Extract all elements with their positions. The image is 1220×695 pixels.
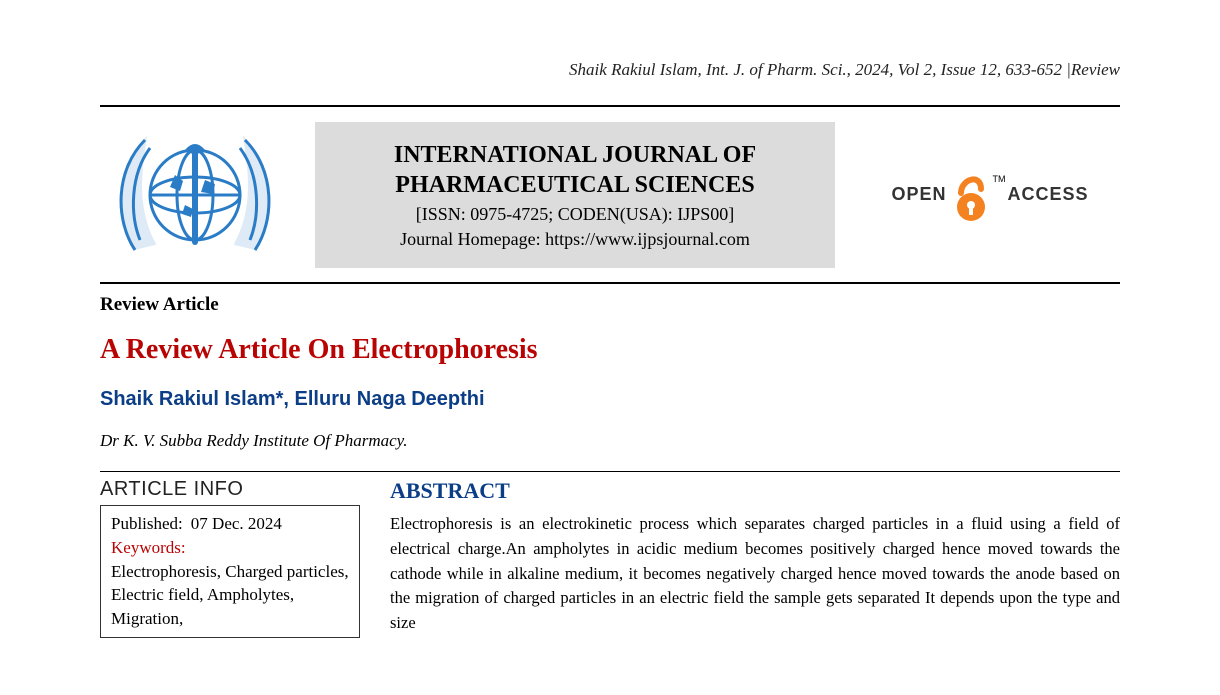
abstract-heading: ABSTRACT — [390, 478, 1120, 504]
running-head: Shaik Rakiul Islam, Int. J. of Pharm. Sc… — [100, 60, 1120, 80]
journal-title-line1: INTERNATIONAL JOURNAL OF — [345, 140, 805, 170]
journal-title-box: INTERNATIONAL JOURNAL OF PHARMACEUTICAL … — [315, 122, 835, 268]
open-access-lock-icon — [953, 167, 989, 223]
article-info-column: ARTICLE INFO Published: 07 Dec. 2024 Key… — [100, 478, 360, 638]
published-label: Published: — [111, 512, 183, 536]
article-info-box: Published: 07 Dec. 2024 Keywords: Electr… — [100, 505, 360, 638]
keywords-text: Electrophoresis, Charged particles, Elec… — [111, 560, 349, 631]
article-type: Review Article — [100, 294, 1120, 316]
journal-header: INTERNATIONAL JOURNAL OF PHARMACEUTICAL … — [100, 107, 1120, 282]
body-columns: ARTICLE INFO Published: 07 Dec. 2024 Key… — [100, 478, 1120, 638]
open-access-tm: TM — [993, 174, 1006, 184]
rule-below-header — [100, 282, 1120, 284]
open-access-left: OPEN — [891, 184, 946, 205]
open-access-badge: OPEN TM ACCESS — [860, 167, 1120, 223]
laurel-globe-icon — [105, 120, 285, 270]
journal-logo — [100, 117, 290, 272]
article-info-heading: ARTICLE INFO — [100, 478, 360, 501]
authors: Shaik Rakiul Islam*, Elluru Naga Deepthi — [100, 388, 1120, 411]
article-title: A Review Article On Electrophoresis — [100, 334, 1120, 366]
keywords-label: Keywords: — [111, 536, 349, 560]
published-value: 07 Dec. 2024 — [191, 512, 282, 536]
journal-title-line2: PHARMACEUTICAL SCIENCES — [345, 170, 805, 200]
journal-issn: [ISSN: 0975-4725; CODEN(USA): IJPS00] — [345, 204, 805, 225]
affiliation: Dr K. V. Subba Reddy Institute Of Pharma… — [100, 431, 1120, 451]
abstract-column: ABSTRACT Electrophoresis is an electroki… — [390, 478, 1120, 638]
published-row: Published: 07 Dec. 2024 — [111, 512, 349, 536]
abstract-text: Electrophoresis is an electrokinetic pro… — [390, 512, 1120, 636]
open-access-right: ACCESS — [1008, 184, 1089, 205]
rule-above-body — [100, 471, 1120, 472]
journal-homepage: Journal Homepage: https://www.ijpsjourna… — [345, 229, 805, 250]
